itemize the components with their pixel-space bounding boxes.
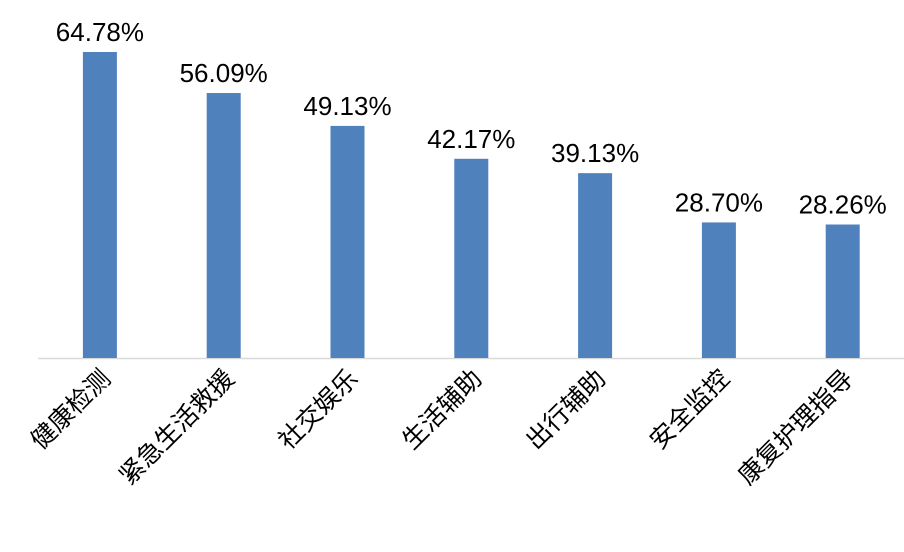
bar <box>701 222 736 358</box>
bar <box>206 93 241 359</box>
bar <box>330 125 365 358</box>
bar <box>825 224 860 358</box>
value-label: 28.70% <box>675 187 763 217</box>
value-label: 64.78% <box>56 17 144 47</box>
x-tick-label: 紧急生活救援 <box>113 364 240 491</box>
x-tick-label: 健康检测 <box>25 364 116 455</box>
x-tick-label: 社交娱乐 <box>273 364 364 455</box>
value-label: 28.26% <box>799 189 887 219</box>
value-label: 49.13% <box>303 91 391 121</box>
bar <box>578 173 613 358</box>
value-label: 42.17% <box>427 124 515 154</box>
x-tick-label: 安全监控 <box>644 364 735 455</box>
x-tick-label: 生活辅助 <box>396 364 487 455</box>
bar <box>82 51 117 358</box>
x-tick-label: 出行辅助 <box>520 364 611 455</box>
bar <box>454 158 489 358</box>
value-label: 39.13% <box>551 138 639 168</box>
x-tick-label: 康复护理指导 <box>732 364 859 491</box>
value-label: 56.09% <box>180 58 268 88</box>
